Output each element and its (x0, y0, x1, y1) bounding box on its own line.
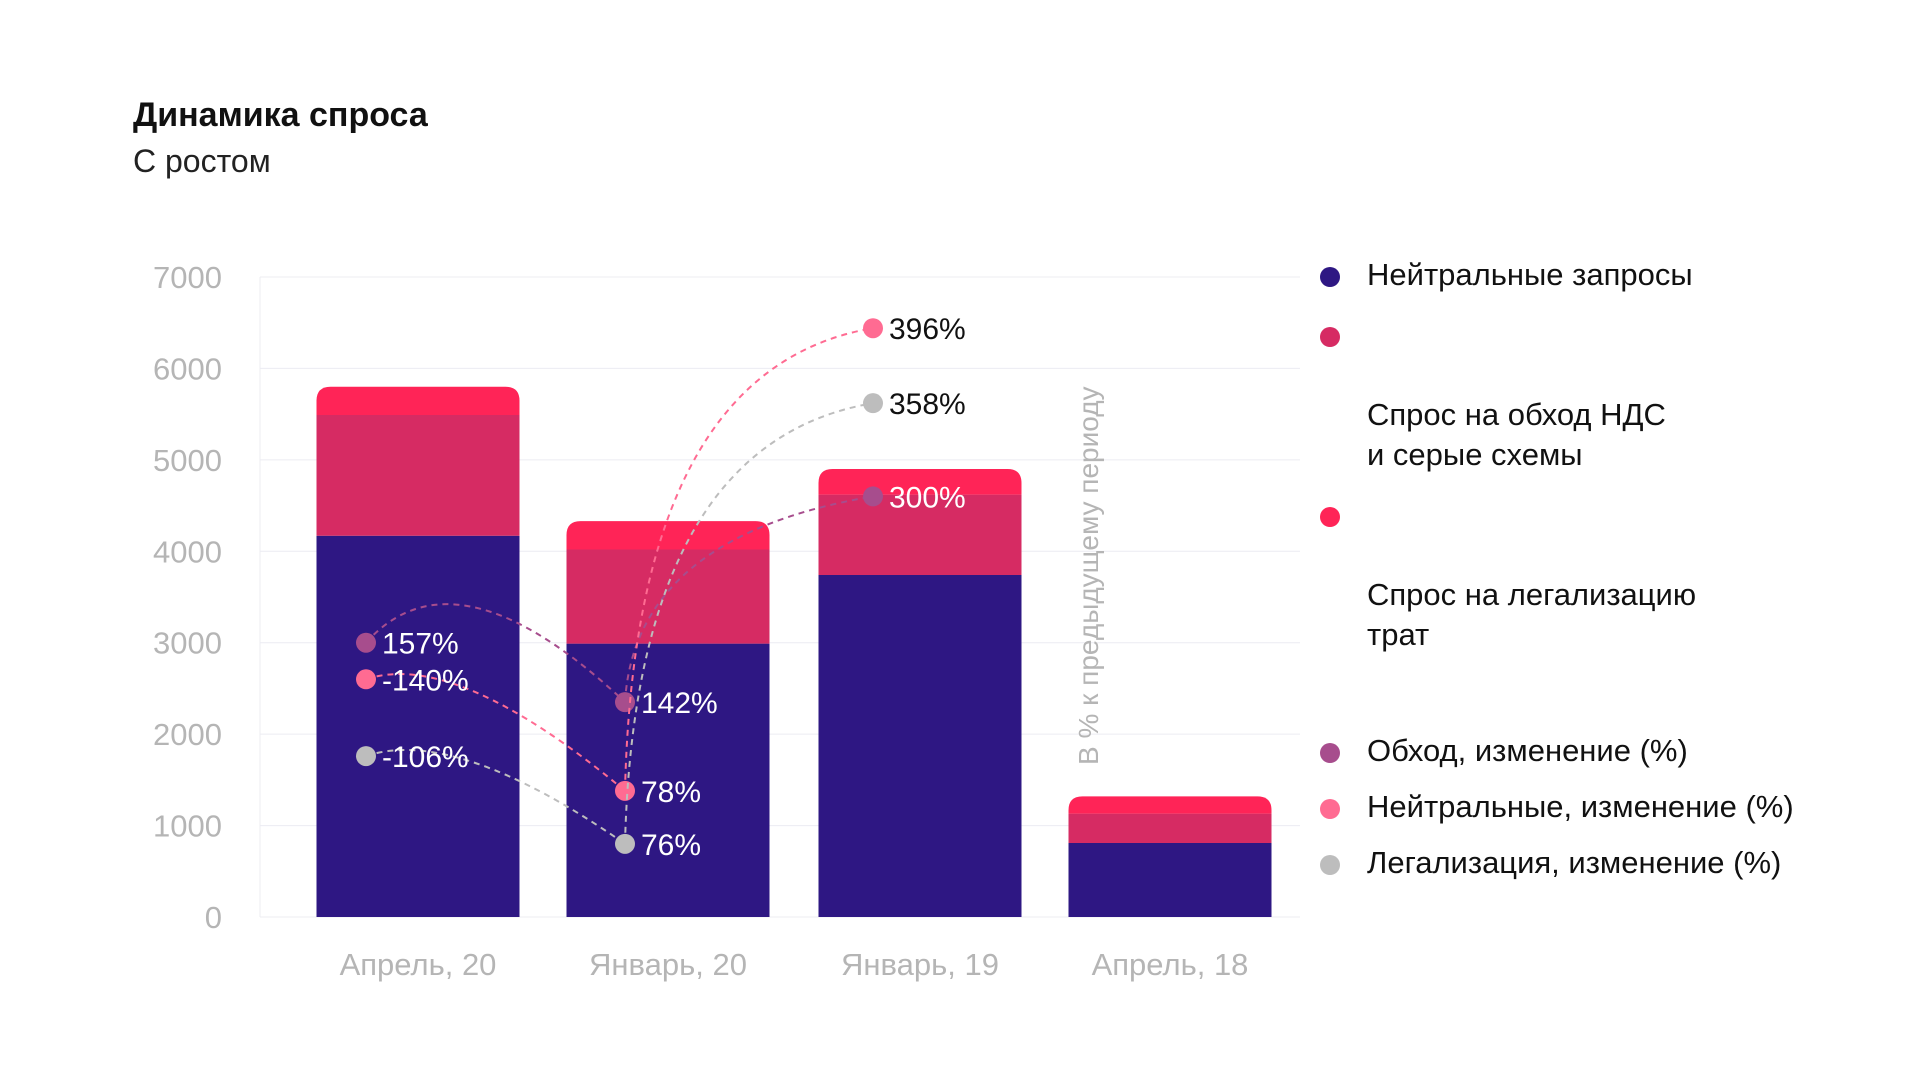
change-point (356, 746, 376, 767)
change-label: -106% (382, 741, 469, 774)
bar-segment (316, 415, 520, 536)
legend-dot-vat-bypass (1320, 327, 1340, 347)
change-label: 142% (641, 687, 718, 720)
bar-segment (1068, 796, 1272, 814)
legend-item-neutral: Нейтральные запросы (1320, 255, 1910, 295)
y-tick-label: 2000 (153, 717, 222, 752)
change-curve (365, 603, 626, 703)
legend-label-bypass-change: Обход, изменение (%) (1367, 733, 1688, 768)
change-label: 76% (641, 829, 701, 862)
bar-segment (566, 549, 770, 644)
bar-segment (566, 521, 770, 550)
change-curve (624, 495, 874, 703)
bar-segment (316, 535, 520, 917)
x-tick-label: Январь, 19 (841, 947, 999, 982)
change-point (615, 833, 635, 854)
legend-item-vat-bypass: Спрос на обход НДС и серые схемы (1320, 315, 1910, 475)
change-curve (624, 327, 874, 791)
legend-dot-bypass-change (1320, 743, 1340, 763)
change-label: 396% (889, 313, 966, 346)
change-curve (365, 673, 626, 792)
bar-segment (1068, 842, 1272, 917)
bar-segment (818, 494, 1022, 576)
legend-dot-legalization (1320, 507, 1340, 527)
x-tick-label: Апрель, 18 (1092, 947, 1249, 982)
legend-item-neutral-change: Нейтральные, изменение (%) (1320, 787, 1910, 827)
y-tick-label: 5000 (153, 443, 222, 478)
bar-segment (316, 386, 520, 416)
chart-subtitle: С ростом (133, 143, 271, 179)
legend-item-legalization-change: Легализация, изменение (%) (1320, 843, 1910, 883)
y-tick-label: 3000 (153, 626, 222, 661)
change-point (356, 632, 376, 653)
y-tick-label: 6000 (153, 351, 222, 386)
change-point (863, 486, 883, 507)
change-curve (624, 402, 874, 844)
change-label: 358% (889, 388, 966, 421)
bar-segment (1068, 813, 1272, 843)
legend-label-neutral: Нейтральные запросы (1367, 257, 1693, 292)
chart-title: Динамика спроса (133, 96, 428, 134)
legend-label-neutral-change: Нейтральные, изменение (%) (1367, 789, 1794, 824)
change-curve (365, 749, 626, 845)
legend: Нейтральные запросы Спрос на обход НДС и… (1320, 255, 1910, 883)
y-tick-label: 7000 (153, 260, 222, 295)
legend-label-legalization-change: Легализация, изменение (%) (1367, 845, 1782, 880)
change-label: 157% (382, 628, 459, 661)
right-axis-label: В % к предыдущему периоду (1073, 386, 1104, 765)
legend-dot-neutral-change (1320, 799, 1340, 819)
change-point (863, 318, 883, 339)
bar-segment (818, 575, 1022, 917)
x-tick-label: Апрель, 20 (340, 947, 497, 982)
legend-item-bypass-change: Обход, изменение (%) (1320, 731, 1910, 771)
legend-label-legalization: Спрос на легализацию трат (1367, 577, 1697, 652)
legend-dot-legalization-change (1320, 855, 1340, 875)
change-point (356, 669, 376, 690)
legend-label-vat-bypass: Спрос на обход НДС и серые схемы (1367, 397, 1666, 472)
change-point (615, 780, 635, 801)
y-tick-label: 1000 (153, 809, 222, 844)
y-tick-label: 0 (205, 900, 222, 935)
change-point (863, 393, 883, 414)
x-tick-label: Январь, 20 (589, 947, 747, 982)
change-point (615, 692, 635, 713)
legend-item-legalization: Спрос на легализацию трат (1320, 495, 1910, 655)
y-tick-label: 4000 (153, 534, 222, 569)
change-label: 78% (641, 776, 701, 809)
change-label: 300% (889, 481, 966, 514)
legend-dot-neutral (1320, 267, 1340, 287)
change-label: -140% (382, 664, 469, 697)
